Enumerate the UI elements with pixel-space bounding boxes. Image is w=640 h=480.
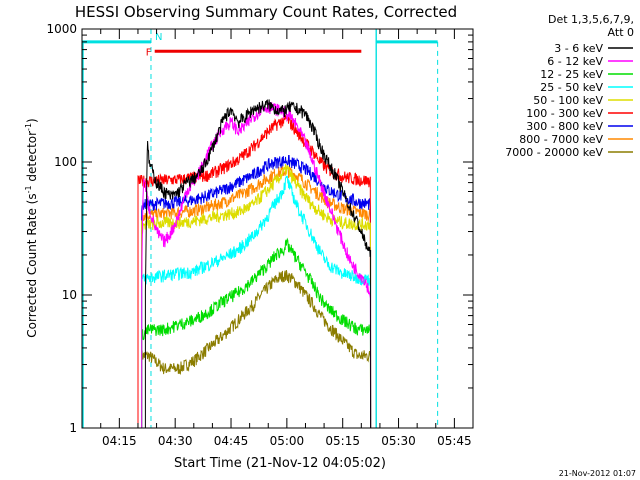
- y-tick-label: 1000: [46, 22, 77, 36]
- legend-entry-label: 3 - 6 keV: [554, 42, 603, 55]
- date-stamp: 21-Nov-2012 01:07: [559, 469, 636, 478]
- legend-entry-label: 12 - 25 keV: [540, 68, 603, 81]
- legend-entry-label: 6 - 12 keV: [547, 55, 603, 68]
- series-line: [144, 98, 372, 428]
- y-axis-label-suffix: ): [25, 118, 39, 123]
- series-line: [141, 164, 372, 429]
- series-line: [141, 102, 372, 429]
- x-tick-label: 04:45: [214, 434, 249, 448]
- series-line: [141, 175, 372, 429]
- flare-label: F: [146, 47, 152, 58]
- legend-entry-label: 25 - 50 keV: [540, 81, 603, 94]
- y-tick-label: 10: [62, 288, 77, 302]
- y-axis-label-sup1: -1: [24, 185, 33, 193]
- y-axis-label-mid: detector: [25, 131, 39, 186]
- chart-title: HESSI Observing Summary Count Rates, Cor…: [75, 3, 457, 21]
- x-tick-label: 05:45: [437, 434, 472, 448]
- y-axis-label-sup2: -1: [24, 123, 33, 131]
- legend-entry-label: 50 - 100 keV: [533, 94, 603, 107]
- series-line: [141, 155, 372, 429]
- plot-layer: FN: [82, 29, 439, 429]
- legend-entry-label: 100 - 300 keV: [526, 107, 603, 120]
- x-tick-label: 04:30: [158, 434, 193, 448]
- legend-header-line2: Att 0: [608, 26, 634, 39]
- x-tick-label: 04:15: [102, 434, 137, 448]
- x-tick-label: 05:00: [270, 434, 305, 448]
- x-tick-label: 05:15: [325, 434, 360, 448]
- legend-entry-label: 300 - 800 keV: [526, 120, 603, 133]
- y-tick-label: 100: [54, 155, 77, 169]
- axes-layer: 1 10 100 1000 04:15 04:30 04:45 05:00 05:15 05:30…: [46, 22, 474, 448]
- legend-entry-label: 7000 - 20000 keV: [505, 146, 603, 159]
- series-line: [141, 270, 372, 429]
- plot-frame: [81, 28, 474, 429]
- y-axis-label-prefix: Corrected Count Rate (s: [25, 193, 39, 337]
- x-axis-label: Start Time (21-Nov-12 04:05:02): [174, 456, 386, 471]
- series-line: [141, 237, 372, 429]
- legend-entry-label: 800 - 7000 keV: [519, 133, 603, 146]
- y-axis-label: Corrected Count Rate (s-1 detector-1): [24, 118, 39, 337]
- attenuator-label: N: [155, 32, 162, 43]
- y-tick-label: 1: [69, 421, 77, 435]
- x-tick-label: 05:30: [381, 434, 416, 448]
- legend-header-line1: Det 1,3,5,6,7,9,: [548, 13, 634, 26]
